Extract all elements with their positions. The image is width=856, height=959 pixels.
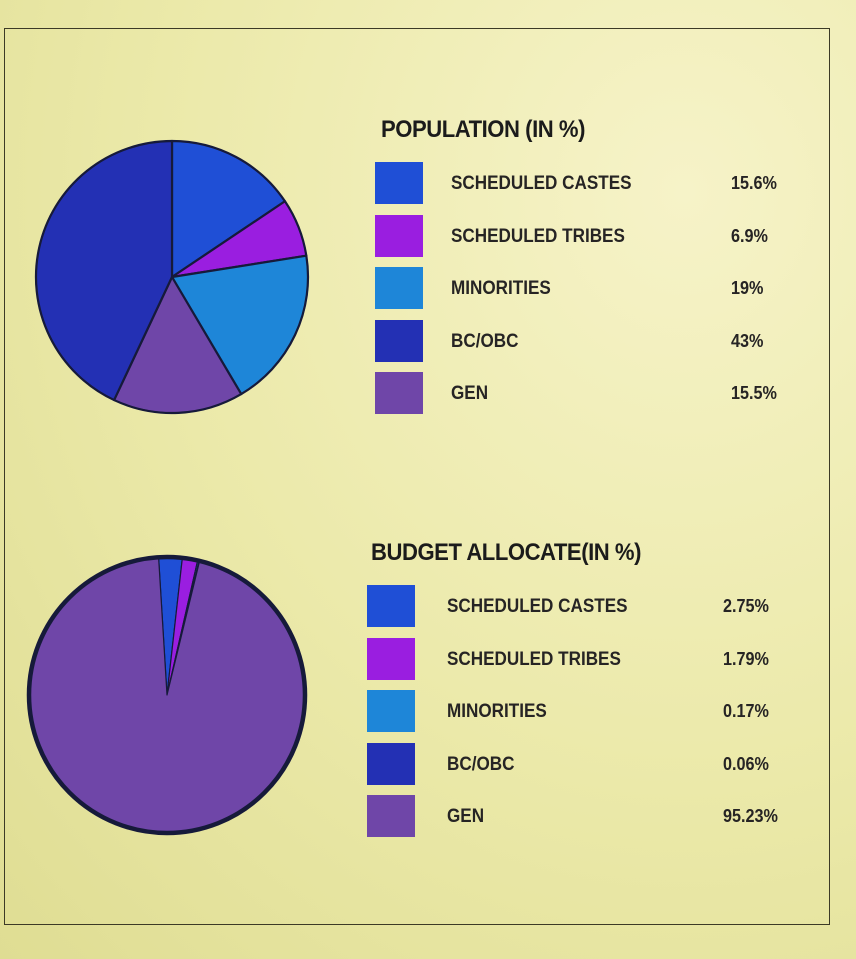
legend-value: 15.6% — [731, 173, 777, 193]
legend-value: 1.79% — [723, 648, 769, 669]
legend-item-scheduled-castes: SCHEDULED CASTES 2.75% — [367, 585, 797, 638]
legend-swatch — [375, 162, 423, 204]
legend-label: GEN — [451, 383, 489, 404]
legend-value: 2.75% — [723, 596, 769, 616]
population-pie-chart — [34, 139, 310, 415]
legend-label: MINORITIES — [447, 701, 547, 722]
legend-item-gen: GEN 95.23% — [367, 795, 797, 848]
legend-label: BC/OBC — [451, 330, 519, 352]
legend-item-bc-obc: BC/OBC 0.06% — [367, 742, 797, 796]
legend-value: 0.17% — [723, 701, 769, 721]
legend-swatch — [367, 585, 415, 627]
legend-item-gen: GEN 15.5% — [375, 372, 805, 425]
legend-item-bc-obc: BC/OBC 43% — [375, 319, 805, 373]
population-chart-title: POPULATION (IN %) — [381, 116, 585, 143]
legend-item-minorities: MINORITIES 19% — [375, 267, 805, 320]
legend-item-scheduled-tribes: SCHEDULED TRIBES 6.9% — [375, 214, 805, 268]
population-legend: SCHEDULED CASTES 15.6% SCHEDULED TRIBES 6.9… — [375, 162, 805, 425]
legend-label: SCHEDULED CASTES — [447, 596, 628, 617]
legend-value: 19% — [731, 278, 764, 298]
legend-item-scheduled-castes: SCHEDULED CASTES 15.6% — [375, 162, 805, 215]
budget-legend: SCHEDULED CASTES 2.75% SCHEDULED TRIBES 1.7… — [367, 585, 797, 848]
legend-value: 15.5% — [731, 383, 777, 403]
legend-swatch — [367, 690, 415, 732]
pie-outline — [35, 140, 309, 414]
legend-value: 95.23% — [723, 806, 778, 826]
legend-label: SCHEDULED TRIBES — [447, 648, 621, 670]
legend-label: BC/OBC — [447, 753, 515, 775]
legend-swatch — [367, 742, 415, 785]
legend-value: 6.9% — [731, 225, 768, 246]
budget-pie-chart — [26, 554, 308, 836]
legend-item-scheduled-tribes: SCHEDULED TRIBES 1.79% — [367, 637, 797, 691]
legend-swatch — [375, 267, 423, 309]
legend-swatch — [375, 372, 423, 414]
legend-value: 0.06% — [723, 753, 769, 774]
legend-label: GEN — [447, 806, 485, 827]
legend-swatch — [367, 637, 415, 680]
pie-outline — [26, 554, 308, 836]
legend-swatch — [375, 214, 423, 257]
legend-swatch — [375, 319, 423, 362]
budget-chart-title: BUDGET ALLOCATE(IN %) — [371, 539, 642, 566]
legend-item-minorities: MINORITIES 0.17% — [367, 690, 797, 743]
legend-swatch — [367, 795, 415, 837]
legend-label: SCHEDULED TRIBES — [451, 225, 625, 247]
legend-label: SCHEDULED CASTES — [451, 173, 632, 194]
legend-label: MINORITIES — [451, 278, 551, 299]
chart-frame — [4, 28, 830, 925]
legend-value: 43% — [731, 330, 764, 351]
